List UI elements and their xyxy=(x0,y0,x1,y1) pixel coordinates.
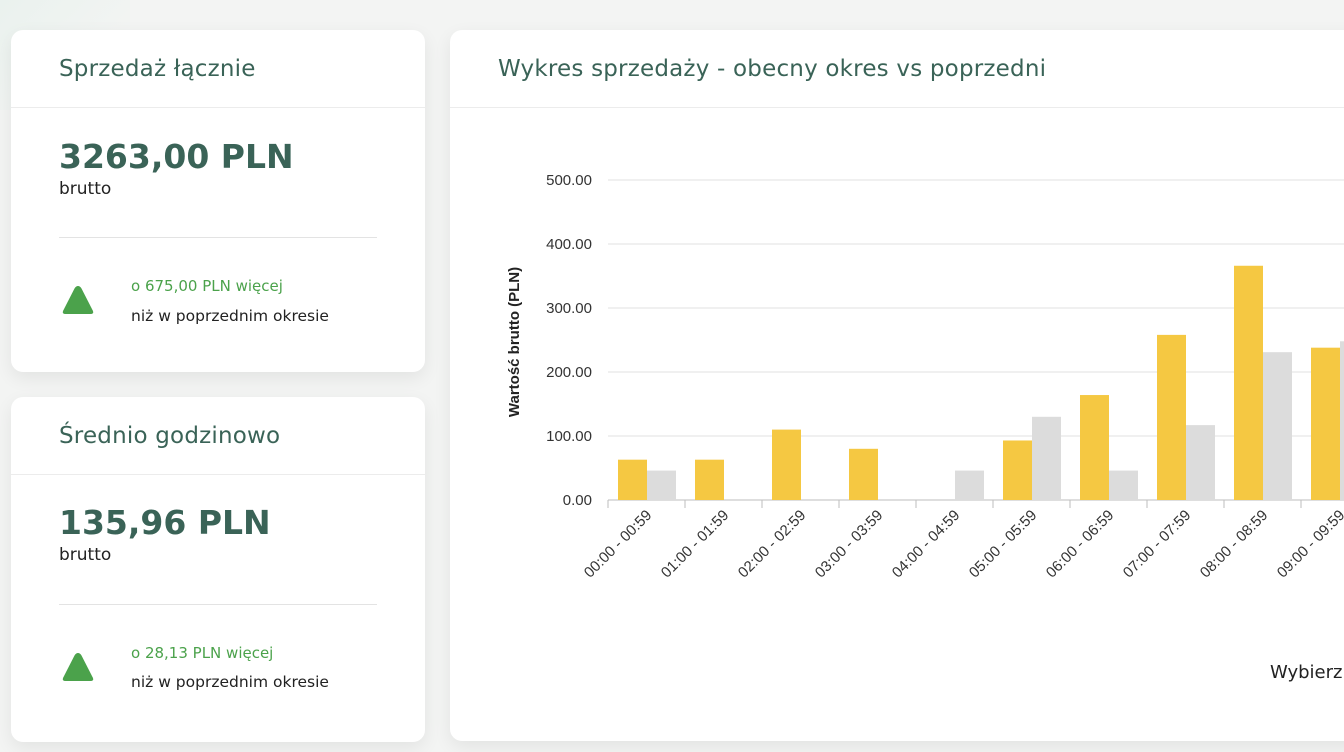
card-header: Sprzedaż łącznie xyxy=(11,30,425,108)
x-tick-label: 00:00 - 00:59 xyxy=(581,507,656,582)
x-tick-label: 07:00 - 07:59 xyxy=(1120,507,1195,582)
bar-05000559-series-1 xyxy=(1003,440,1032,500)
triangle-up-icon xyxy=(62,653,94,681)
x-tick-label: 03:00 - 03:59 xyxy=(812,507,887,582)
y-tick-label: 400.00 xyxy=(546,236,592,253)
card-title: Sprzedaż łącznie xyxy=(59,55,256,82)
bar-05000559-series-2 xyxy=(1032,416,1061,500)
triangle-up-icon xyxy=(62,286,94,314)
y-tick-label: 0.00 xyxy=(563,492,592,509)
card-header: Średnio godzinowo xyxy=(11,397,425,475)
bar-04000459-series-2 xyxy=(955,470,984,500)
x-tick-label: 05:00 - 05:59 xyxy=(966,507,1041,582)
x-tick-label: 04:00 - 04:59 xyxy=(889,507,964,582)
value-label: brutto xyxy=(59,545,112,565)
bar-07000759-series-1 xyxy=(1157,334,1186,500)
total-sales-card: Sprzedaż łącznie 3263,00 PLN brutto o 67… xyxy=(11,30,425,372)
sales-chart-card: Wykres sprzedaży - obecny okres vs poprz… xyxy=(450,30,1344,741)
y-axis-label: Wartość brutto (PLN) xyxy=(506,267,523,417)
y-tick-label: 100.00 xyxy=(546,428,592,445)
x-tick-label: 01:00 - 01:59 xyxy=(658,507,733,582)
bar-02000259-series-1 xyxy=(772,429,801,500)
sales-bar-chart: 0.00 100.00 200.00 300.00 400.00 500.00 Wartoś… xyxy=(506,172,1344,582)
bar-03000359-series-1 xyxy=(849,448,878,500)
hourly-average-card: Średnio godzinowo 135,96 PLN brutto o 28… xyxy=(11,397,425,742)
bar-07000759-series-2 xyxy=(1186,425,1215,500)
chart-title: Wykres sprzedaży - obecny okres vs poprz… xyxy=(498,55,1047,82)
divider xyxy=(59,237,377,238)
total-sales-value: 3263,00 PLN xyxy=(59,137,294,176)
card-title: Średnio godzinowo xyxy=(59,422,281,449)
bar-08000859-series-1 xyxy=(1234,265,1263,500)
y-tick-label: 500.00 xyxy=(546,172,592,189)
divider xyxy=(59,604,377,605)
trend-subtext: niż w poprzednim okresie xyxy=(131,307,329,325)
x-tick-label: 06:00 - 06:59 xyxy=(1043,507,1118,582)
bar-01000159-series-1 xyxy=(695,459,724,500)
x-tick-label: 02:00 - 02:59 xyxy=(735,507,810,582)
trend-text: o 675,00 PLN więcej xyxy=(131,277,283,295)
x-tick-label: 09:00 - 09:59 xyxy=(1274,507,1344,582)
card-header: Wykres sprzedaży - obecny okres vs poprz… xyxy=(450,30,1344,108)
bar-09000959-series-1 xyxy=(1311,347,1340,500)
value-label: brutto xyxy=(59,179,112,199)
bar-06000659-series-1 xyxy=(1080,395,1109,500)
bar-06000659-series-2 xyxy=(1109,470,1138,500)
bar-00000059-series-1 xyxy=(618,459,647,500)
bar-00000059-series-2 xyxy=(647,470,676,500)
x-tick-label: 08:00 - 08:59 xyxy=(1197,507,1272,582)
y-tick-label: 300.00 xyxy=(546,300,592,317)
trend-subtext: niż w poprzednim okresie xyxy=(131,673,329,691)
bar-09000959-series-2 xyxy=(1340,341,1344,500)
y-tick-label: 200.00 xyxy=(546,364,592,381)
hourly-average-value: 135,96 PLN xyxy=(59,503,271,542)
chart-footer-text[interactable]: Wybierz xyxy=(1270,662,1343,683)
trend-text: o 28,13 PLN więcej xyxy=(131,644,274,662)
bar-08000859-series-2 xyxy=(1263,352,1292,500)
